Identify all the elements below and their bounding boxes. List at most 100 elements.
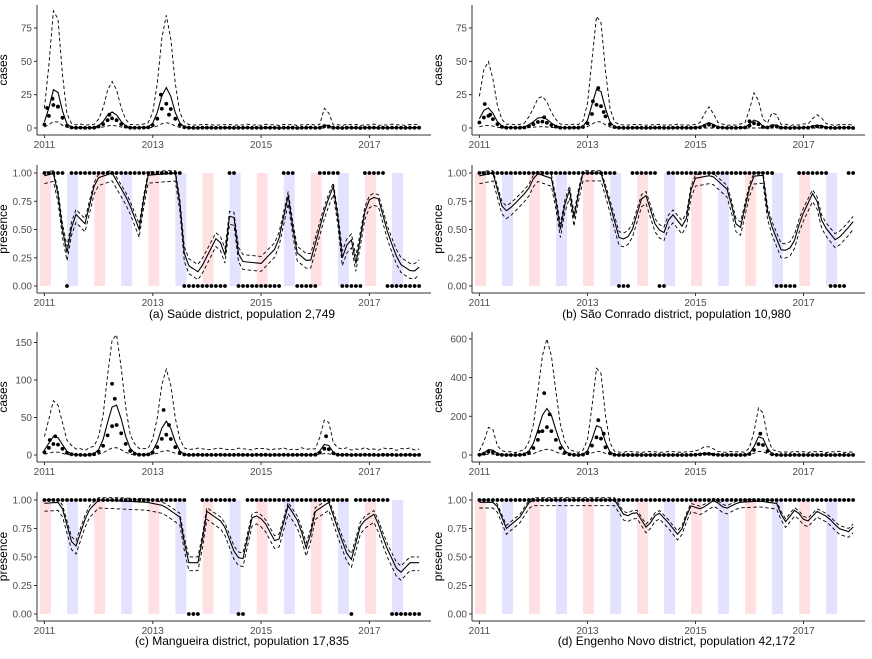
observed-presence-point (608, 171, 612, 175)
observed-point (290, 453, 295, 457)
observed-point (738, 453, 743, 457)
season-band-cool (664, 173, 676, 286)
observed-presence-point (277, 284, 281, 288)
y-tick-label: 0.75 (13, 197, 33, 208)
observed-presence-point (367, 498, 372, 502)
observed-presence-point (141, 171, 146, 175)
observed-presence-point (87, 171, 92, 175)
observed-presence-point (299, 498, 304, 502)
observed-presence-point (394, 284, 399, 288)
observed-presence-point (105, 498, 110, 502)
observed-presence-point (96, 498, 101, 502)
observed-point (205, 125, 209, 130)
observed-point (810, 453, 815, 457)
observed-point (596, 418, 601, 423)
observed-point (137, 125, 142, 130)
observed-point (227, 125, 232, 130)
observed-point (286, 453, 291, 457)
observed-point (680, 453, 684, 457)
y-axis-label: cases (0, 381, 10, 412)
observed-presence-point (563, 498, 567, 502)
observed-point (417, 125, 421, 130)
observed-point (806, 125, 810, 130)
observed-presence-point (340, 284, 345, 288)
observed-presence-point (281, 171, 286, 175)
observed-presence-point (308, 498, 313, 502)
observed-point (112, 396, 117, 401)
observed-point (644, 453, 648, 457)
observed-point (105, 118, 110, 123)
observed-point (527, 450, 531, 455)
observed-point (119, 431, 124, 436)
observed-presence-point (788, 498, 792, 502)
observed-point (272, 125, 277, 130)
observed-point (281, 125, 286, 130)
observed-presence-point (558, 171, 563, 175)
observed-point (331, 125, 336, 130)
observed-presence-point (408, 612, 412, 616)
observed-point (196, 126, 200, 130)
panel-caption: (a) Saúde district, population 2,749 (149, 307, 335, 321)
observed-presence-point (648, 171, 653, 175)
observed-presence-point (344, 284, 349, 288)
observed-point (209, 453, 214, 457)
observed-point (324, 434, 328, 439)
observed-point (87, 452, 92, 457)
observed-presence-point (725, 171, 729, 175)
observed-presence-point (581, 498, 585, 502)
observed-point (653, 125, 657, 130)
observed-point (394, 453, 399, 457)
season-band-warm (529, 173, 540, 286)
observed-point (698, 125, 702, 130)
observed-presence-point (308, 284, 313, 288)
season-band-warm (202, 500, 214, 614)
observed-point (788, 126, 792, 130)
observed-presence-point (788, 284, 792, 288)
observed-point (837, 125, 842, 130)
observed-presence-point (42, 171, 47, 175)
observed-presence-point (666, 171, 671, 175)
observed-point (581, 125, 585, 129)
y-tick-label: 1.00 (13, 496, 33, 507)
observed-presence-point (657, 498, 662, 502)
observed-point (263, 125, 268, 130)
observed-point (119, 122, 124, 126)
season-band-cool (337, 500, 349, 614)
observed-point (488, 112, 493, 117)
observed-presence-point (331, 171, 336, 175)
observed-point (648, 125, 653, 130)
observed-presence-point (540, 498, 545, 502)
series-lower-interval (44, 180, 420, 281)
x-tick-label: 2017 (792, 626, 815, 637)
observed-presence-point (128, 171, 133, 175)
observed-presence-point (563, 171, 567, 175)
observed-presence-point (69, 171, 74, 175)
observed-point (601, 431, 606, 436)
y-tick-label: 0 (461, 451, 467, 462)
season-band-cool (718, 500, 730, 614)
observed-point (317, 450, 322, 455)
x-tick-label: 2011 (34, 298, 56, 309)
observed-presence-point (639, 171, 644, 175)
observed-presence-point (205, 498, 209, 502)
observed-point (716, 453, 720, 457)
panel-caption: (c) Mangueira district, population 17,83… (135, 634, 349, 648)
observed-presence-point (810, 498, 815, 502)
observed-point (752, 448, 756, 452)
observed-presence-point (527, 498, 531, 502)
observed-presence-point (209, 498, 214, 502)
observed-point (828, 125, 833, 130)
observed-point (308, 125, 313, 130)
observed-point (504, 125, 509, 130)
season-band-warm (148, 173, 160, 286)
observed-point (51, 442, 56, 446)
x-tick-label: 2015 (250, 626, 273, 637)
observed-presence-point (101, 498, 105, 502)
observed-point (390, 125, 394, 130)
observed-point (563, 450, 567, 455)
x-tick-label: 2011 (34, 467, 56, 478)
observed-point (635, 125, 639, 130)
observed-point (74, 125, 78, 130)
observed-point (78, 125, 83, 130)
observed-presence-point (105, 171, 110, 175)
